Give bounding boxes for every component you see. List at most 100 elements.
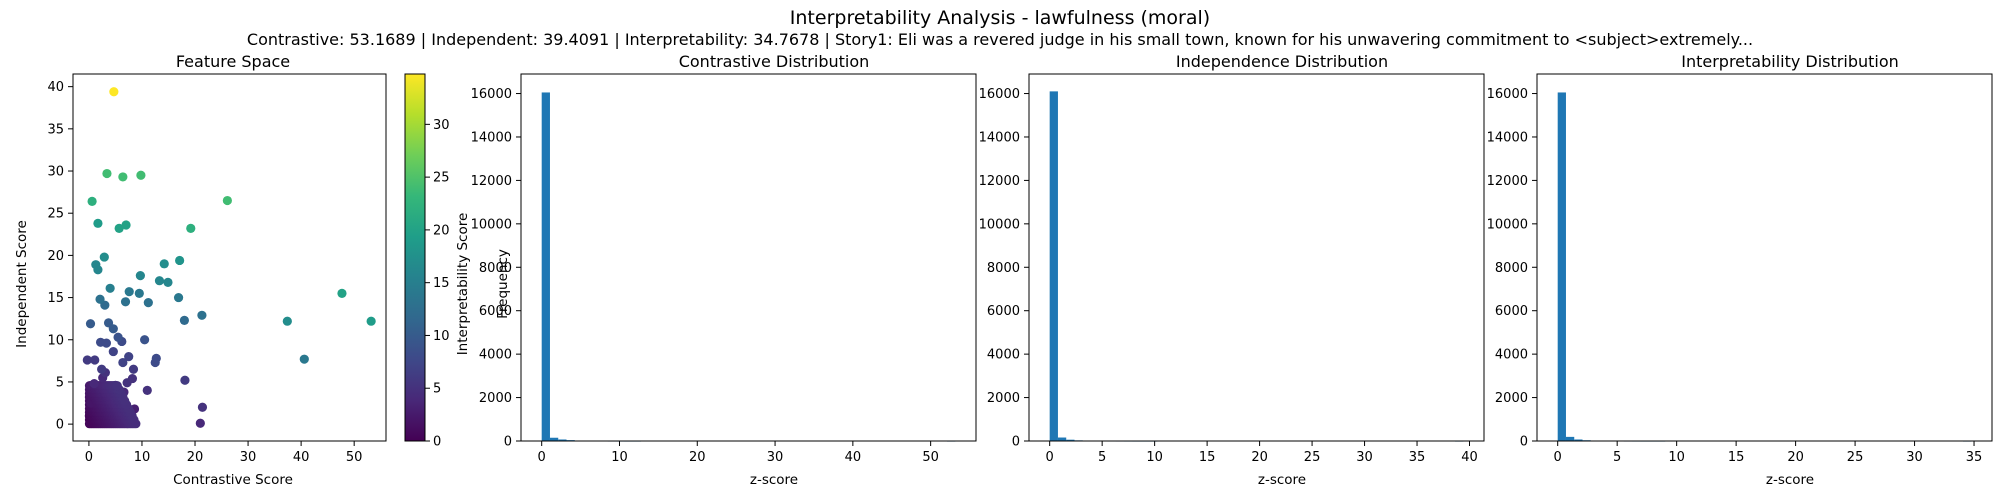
contrastive-hist-panel: Contrastive Distribution 0 10 20 30 40 50 0 200… [471, 52, 977, 488]
scatter-point [135, 271, 145, 281]
scatter-point [124, 352, 134, 362]
interpretability-x-label: z-score [1766, 472, 1814, 488]
scatter-point [90, 355, 100, 365]
x-tick-label: 50 [346, 450, 363, 465]
y-tick-label: 25 [47, 207, 64, 222]
scatter-point [186, 223, 196, 233]
contrastive-plot-area: 0 10 20 30 40 50 0 2000 4000 6000 8000 10000 12000 14… [471, 73, 977, 465]
x-tick-label: 40 [293, 450, 310, 465]
y-tick-label: 12000 [1487, 174, 1528, 189]
y-tick-label: 14000 [471, 130, 512, 145]
y-tick-label: 10000 [471, 217, 512, 232]
figure-subtitle: Contrastive: 53.1689 | Independent: 39.4… [247, 30, 1753, 49]
y-tick-label: 0 [1012, 435, 1020, 450]
y-tick-label: 16000 [1487, 87, 1528, 102]
scatter-point [93, 265, 103, 275]
x-tick-label: 20 [187, 450, 204, 465]
y-tick-label: 14000 [1487, 130, 1528, 145]
scatter-point [101, 338, 112, 348]
x-tick-label: 35 [1966, 450, 1983, 465]
x-tick-label: 30 [1906, 450, 1923, 465]
scatter-point [180, 375, 190, 385]
scatter-point [128, 364, 139, 374]
scatter-point [150, 357, 160, 368]
y-tick-label: 4000 [479, 348, 512, 363]
colorbar-label: Interpretability Score [455, 213, 471, 356]
y-tick-label: 2000 [987, 391, 1020, 406]
y-tick-label: 16000 [471, 87, 512, 102]
axes-frame [1536, 73, 1993, 442]
x-tick-label: 0 [1046, 450, 1054, 465]
scatter-point [124, 287, 134, 297]
scatter-point [366, 316, 376, 326]
y-tick-label: 0 [504, 435, 512, 450]
y-tick-label: 5 [56, 375, 64, 390]
x-tick-label: 10 [1146, 450, 1163, 465]
scatter-point [175, 255, 185, 266]
axes-frame [1028, 73, 1485, 442]
y-tick-label: 14000 [979, 130, 1020, 145]
axes-frame [72, 73, 387, 442]
y-tick-label: 35 [47, 122, 64, 137]
scatter-point [140, 335, 150, 345]
x-tick-label: 30 [1356, 450, 1373, 465]
scatter-point [173, 292, 184, 303]
independence-title: Independence Distribution [1176, 52, 1388, 71]
hist-bar [541, 92, 550, 441]
y-tick-label: 4000 [987, 348, 1020, 363]
y-tick-label: 6000 [987, 304, 1020, 319]
scatter-point [108, 324, 118, 334]
y-tick-label: 0 [56, 418, 64, 433]
independence-plot-area: 0 5 10 15 20 25 30 35 40 0 2000 4000 6000 8000 10000 12… [979, 73, 1485, 465]
y-tick-label: 30 [47, 165, 64, 180]
scatter-panel: Feature Space 0 10 20 30 40 50051015202530354… [14, 52, 471, 488]
x-tick-label: 40 [845, 450, 862, 465]
x-tick-label: 20 [1787, 450, 1804, 465]
y-tick-label: 10000 [1487, 217, 1528, 232]
scatter-point [195, 418, 205, 428]
colorbar-tick-label: 10 [433, 329, 450, 344]
independence-hist-panel: Independence Distribution 0 5 10 15 20 25 30 35… [979, 52, 1485, 488]
y-tick-label: 4000 [1495, 348, 1528, 363]
x-tick-label: 0 [85, 450, 93, 465]
figure-title: Interpretability Analysis - lawfulness (… [790, 7, 1210, 29]
scatter-point [299, 354, 309, 364]
scatter-point [82, 355, 92, 365]
scatter-title: Feature Space [176, 52, 290, 71]
scatter-point [93, 218, 103, 228]
x-tick-label: 35 [1409, 450, 1426, 465]
scatter-point [127, 373, 138, 384]
y-tick-label: 12000 [979, 174, 1020, 189]
y-tick-label: 8000 [479, 261, 512, 276]
scatter-point [179, 315, 190, 325]
hist-bar [549, 437, 559, 441]
axes-frame [520, 73, 977, 442]
x-tick-label: 50 [922, 450, 939, 465]
y-tick-label: 20 [47, 249, 64, 264]
y-tick-label: 10000 [979, 217, 1020, 232]
interpretability-title: Interpretability Distribution [1681, 52, 1899, 71]
x-tick-label: 15 [1728, 450, 1745, 465]
y-tick-label: 8000 [1495, 261, 1528, 276]
scatter-point [99, 252, 109, 262]
colorbar-tick-label: 30 [433, 118, 450, 133]
x-tick-label: 30 [767, 450, 784, 465]
scatter-point [89, 379, 99, 389]
independence-x-label: z-score [1258, 472, 1306, 488]
scatter-plot-area: 0 10 20 30 40 50 0 5 10 15 20 25 30 35 40 [47, 73, 387, 465]
colorbar-tick-label: 20 [433, 223, 450, 238]
scatter-point [114, 223, 124, 233]
hist-bar [1066, 439, 1075, 441]
scatter-point [113, 332, 123, 342]
interpretability-plot-area: 0 5 10 15 20 25 30 35 0 2000 4000 6000 8000 10000 1200… [1487, 73, 1993, 465]
scatter-point [97, 364, 107, 374]
colorbar-tick-label: 25 [433, 171, 450, 186]
scatter-point [136, 170, 146, 180]
y-tick-label: 16000 [979, 87, 1020, 102]
scatter-point [87, 196, 97, 206]
scatter-point [102, 168, 112, 179]
x-tick-label: 5 [1098, 450, 1106, 465]
hist-bar [1557, 92, 1566, 441]
scatter-point [154, 276, 165, 286]
